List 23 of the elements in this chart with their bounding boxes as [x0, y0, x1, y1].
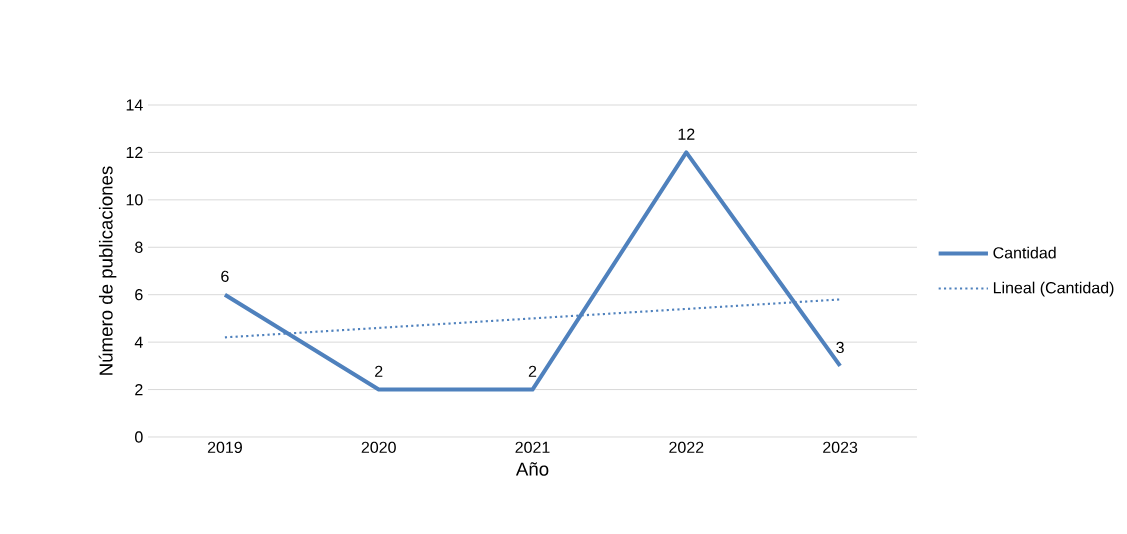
data-label: 2	[375, 365, 383, 377]
y-tick-label: 10	[126, 194, 143, 206]
y-tick-label: 14	[126, 99, 143, 111]
data-label: 12	[678, 128, 695, 140]
x-tick-label: 2020	[361, 441, 396, 454]
x-tick-label: 2019	[207, 441, 242, 454]
y-tick-label: 2	[135, 383, 143, 396]
y-tick-label: 6	[135, 289, 143, 301]
y-tick-label: 12	[126, 146, 143, 158]
x-axis-title: Año	[515, 462, 549, 476]
legend-label: Lineal (Cantidad)	[993, 281, 1114, 297]
data-label: 3	[836, 341, 844, 354]
data-label: 6	[221, 270, 229, 282]
y-tick-label: 4	[134, 336, 143, 348]
y-axis-title: Número de publicaciones	[98, 166, 117, 375]
x-tick-label: 2023	[823, 441, 858, 454]
data-label: 2	[528, 365, 537, 377]
x-tick-label: 2022	[669, 441, 704, 454]
y-tick-label: 8	[135, 241, 143, 253]
line-series	[222, 150, 843, 392]
x-tick-label: 2021	[515, 441, 550, 454]
legend-label: Cantidad	[993, 246, 1056, 259]
y-tick-label: 0	[135, 431, 143, 443]
